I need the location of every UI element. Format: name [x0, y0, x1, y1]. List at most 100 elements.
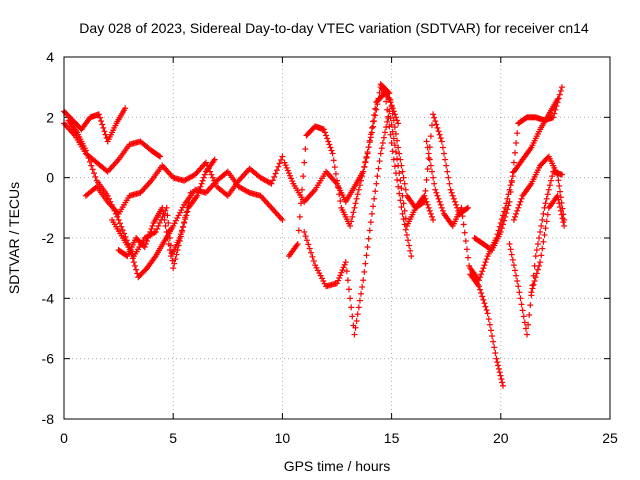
data-point: [499, 382, 506, 389]
data-point: [398, 185, 405, 192]
data-point: [424, 165, 431, 172]
data-point: [374, 173, 381, 180]
data-point: [534, 266, 541, 273]
data-point: [496, 223, 503, 230]
data-point: [491, 344, 498, 351]
data-point: [199, 177, 206, 184]
data-point: [368, 124, 375, 131]
data-point: [499, 212, 506, 219]
data-point: [508, 251, 515, 258]
data-point: [536, 235, 543, 241]
data-point: [342, 259, 349, 266]
data-point: [430, 216, 437, 223]
data-point: [463, 205, 470, 212]
data-point: [394, 137, 401, 144]
data-point: [171, 220, 178, 227]
data-point: [371, 112, 378, 119]
data-point: [481, 262, 488, 269]
data-point: [321, 129, 328, 136]
data-point: [400, 174, 407, 181]
data-point: [167, 242, 174, 249]
data-point: [175, 242, 182, 249]
data-point: [183, 209, 190, 216]
data-point: [208, 171, 215, 178]
data-point: [273, 167, 280, 174]
data-point: [502, 204, 509, 211]
data-point: [300, 173, 307, 180]
data-point: [348, 304, 355, 311]
data-point: [156, 152, 163, 159]
data-point: [102, 131, 109, 138]
data-point: [463, 246, 470, 253]
data-point: [380, 134, 387, 141]
data-point: [424, 201, 431, 208]
data-point: [398, 162, 405, 169]
data-point: [557, 194, 564, 201]
data-point: [496, 369, 503, 376]
data-point: [388, 103, 395, 110]
data-point: [541, 231, 548, 238]
data-series: [61, 81, 568, 389]
data-point: [489, 333, 496, 340]
data-point: [284, 167, 291, 174]
data-point: [461, 229, 468, 236]
data-point: [425, 204, 432, 211]
data-point: [397, 156, 404, 163]
data-point: [223, 191, 230, 198]
data-point: [449, 192, 456, 199]
data-point: [119, 227, 126, 234]
data-point: [331, 164, 338, 171]
data-point: [268, 180, 275, 187]
y-tick-label: -6: [42, 351, 55, 367]
data-point: [554, 171, 561, 178]
data-point: [160, 210, 167, 217]
data-point: [510, 216, 517, 223]
x-tick-label: 10: [275, 430, 291, 446]
data-point: [515, 283, 522, 290]
data-point: [165, 219, 172, 226]
data-point: [427, 210, 434, 217]
data-point: [546, 182, 553, 189]
data-point: [513, 272, 520, 279]
data-point: [317, 272, 324, 279]
data-point: [420, 199, 427, 206]
data-point: [423, 138, 430, 145]
data-point: [401, 180, 408, 187]
data-point: [483, 256, 490, 263]
data-point: [429, 168, 436, 175]
data-point: [421, 198, 428, 205]
data-point: [511, 213, 518, 220]
data-point: [506, 241, 513, 248]
data-point: [479, 268, 486, 275]
data-point: [427, 162, 434, 169]
data-point: [101, 128, 108, 135]
data-point: [495, 227, 502, 234]
data-point: [162, 207, 169, 214]
data-point: [178, 228, 185, 235]
data-point: [337, 198, 344, 205]
data-point: [385, 89, 392, 96]
data-point: [498, 376, 505, 383]
data-point: [507, 182, 514, 189]
data-point: [402, 215, 409, 222]
data-point: [370, 203, 377, 210]
data-point: [396, 190, 403, 197]
data-point: [501, 208, 508, 215]
data-point: [559, 205, 566, 212]
data-point: [373, 180, 380, 187]
y-tick-label: -2: [42, 230, 55, 246]
data-point: [338, 269, 345, 276]
data-point: [198, 180, 205, 187]
data-point: [465, 204, 472, 211]
data-point: [540, 238, 547, 245]
data-point: [542, 200, 549, 207]
data-point: [515, 204, 522, 211]
data-point: [362, 260, 369, 267]
data-point: [540, 210, 547, 217]
data-point: [534, 241, 541, 248]
data-point: [494, 231, 501, 238]
data-point: [314, 267, 321, 274]
data-point: [211, 177, 218, 184]
data-point: [532, 253, 539, 260]
data-point: [288, 175, 295, 182]
